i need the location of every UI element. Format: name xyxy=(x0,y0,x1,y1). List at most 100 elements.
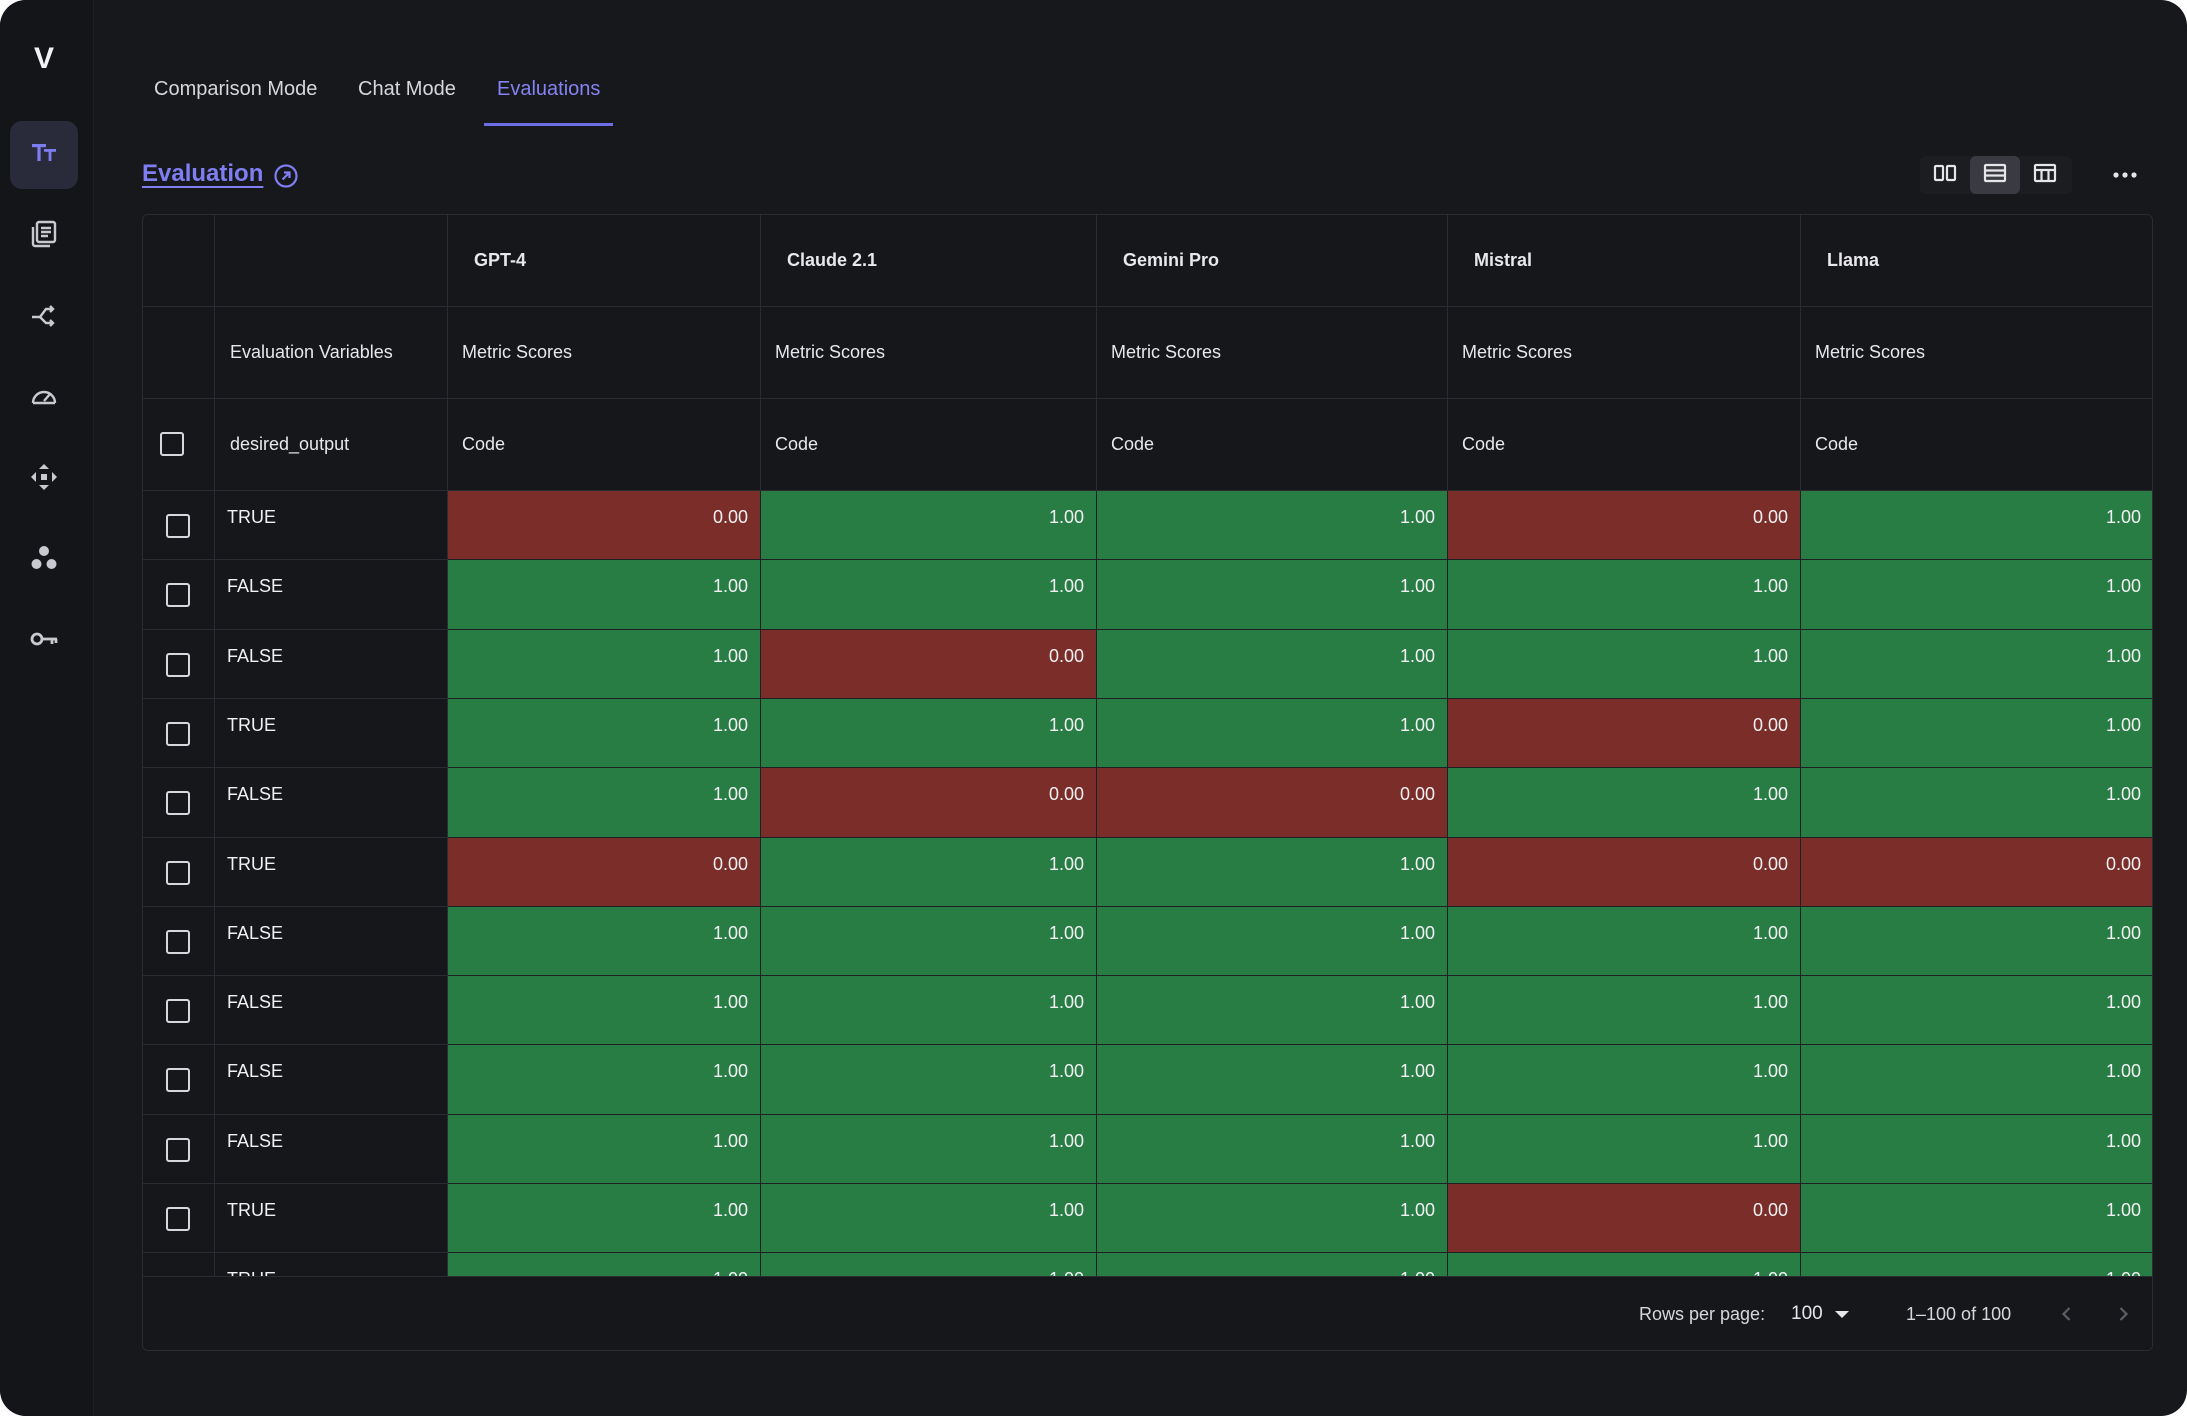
score-cell-pass[interactable]: 1.00 xyxy=(1801,560,2152,630)
row-checkbox[interactable] xyxy=(166,653,190,677)
row-checkbox[interactable] xyxy=(166,722,190,746)
score-cell-pass[interactable]: 1.00 xyxy=(448,1184,761,1253)
row-select-cell xyxy=(143,1253,215,1276)
score-cell-pass[interactable]: 1.00 xyxy=(448,630,761,699)
score-cell-pass[interactable]: 1.00 xyxy=(448,907,761,976)
score-cell-pass[interactable]: 1.00 xyxy=(1097,1184,1448,1253)
tab-chat-mode[interactable]: Chat Mode xyxy=(358,78,456,100)
chevron-left-icon xyxy=(2061,1307,2071,1321)
row-checkbox[interactable] xyxy=(166,1207,190,1231)
sidebar-item-library[interactable] xyxy=(10,202,78,270)
score-cell-pass[interactable]: 1.00 xyxy=(448,1045,761,1115)
row-checkbox[interactable] xyxy=(166,930,190,954)
score-cell-pass[interactable]: 1.00 xyxy=(1801,907,2152,976)
score-cell-pass[interactable]: 1.00 xyxy=(1801,699,2152,768)
score-cell-pass[interactable]: 1.00 xyxy=(761,907,1097,976)
row-select-cell xyxy=(143,976,215,1045)
row-label: FALSE xyxy=(215,1045,448,1115)
evaluation-title-link[interactable]: Evaluation xyxy=(142,160,264,187)
score-cell-pass[interactable]: 1.00 xyxy=(761,838,1097,907)
score-cell-pass[interactable]: 1.00 xyxy=(761,1184,1097,1253)
score-cell-pass[interactable]: 1.00 xyxy=(1448,768,1801,838)
score-cell-pass[interactable]: 1.00 xyxy=(1448,907,1801,976)
score-cell-pass[interactable]: 1.00 xyxy=(761,1045,1097,1115)
select-all-checkbox[interactable] xyxy=(160,432,184,456)
table-view-button[interactable] xyxy=(2020,156,2070,194)
score-cell-pass[interactable]: 1.00 xyxy=(1097,976,1448,1045)
app-logo[interactable]: V xyxy=(33,42,54,75)
score-cell-pass[interactable]: 1.00 xyxy=(448,560,761,630)
sidebar-item-speedometer[interactable] xyxy=(10,364,78,432)
score-cell-pass[interactable]: 1.00 xyxy=(1097,1115,1448,1184)
row-select-cell xyxy=(143,768,215,838)
typography-icon xyxy=(29,138,59,173)
score-cell-pass[interactable]: 1.00 xyxy=(1097,491,1448,560)
score-cell-pass[interactable]: 1.00 xyxy=(448,699,761,768)
tab-evaluations[interactable]: Evaluations xyxy=(484,64,614,126)
score-cell-pass[interactable]: 1.00 xyxy=(761,1253,1097,1276)
columns-view-button[interactable] xyxy=(1920,156,1970,194)
score-cell-fail[interactable]: 0.00 xyxy=(448,491,761,560)
score-cell-pass[interactable]: 1.00 xyxy=(1448,630,1801,699)
score-cell-pass[interactable]: 1.00 xyxy=(1097,560,1448,630)
score-cell-fail[interactable]: 0.00 xyxy=(761,630,1097,699)
external-link-icon[interactable] xyxy=(273,163,299,189)
score-cell-pass[interactable]: 1.00 xyxy=(1097,630,1448,699)
score-cell-pass[interactable]: 1.00 xyxy=(448,768,761,838)
sidebar-item-cluster[interactable] xyxy=(10,526,78,594)
score-cell-fail[interactable]: 0.00 xyxy=(1801,838,2152,907)
score-cell-pass[interactable]: 1.00 xyxy=(1097,1253,1448,1276)
score-cell-pass[interactable]: 1.00 xyxy=(1801,768,2152,838)
score-cell-pass[interactable]: 1.00 xyxy=(1448,560,1801,630)
score-cell-pass[interactable]: 1.00 xyxy=(1097,838,1448,907)
score-cell-pass[interactable]: 1.00 xyxy=(761,976,1097,1045)
score-cell-pass[interactable]: 1.00 xyxy=(1097,907,1448,976)
score-cell-fail[interactable]: 0.00 xyxy=(1097,768,1448,838)
score-cell-pass[interactable]: 1.00 xyxy=(448,1115,761,1184)
score-cell-fail[interactable]: 0.00 xyxy=(448,838,761,907)
score-cell-pass[interactable]: 1.00 xyxy=(1448,1253,1801,1276)
score-cell-fail[interactable]: 0.00 xyxy=(761,768,1097,838)
score-cell-pass[interactable]: 1.00 xyxy=(1801,1045,2152,1115)
row-checkbox[interactable] xyxy=(166,999,190,1023)
score-cell-pass[interactable]: 1.00 xyxy=(1097,699,1448,768)
score-cell-pass[interactable]: 1.00 xyxy=(1801,976,2152,1045)
score-cell-pass[interactable]: 1.00 xyxy=(1801,1184,2152,1253)
row-checkbox[interactable] xyxy=(166,583,190,607)
sidebar-item-branch[interactable] xyxy=(10,283,78,351)
score-cell-pass[interactable]: 1.00 xyxy=(761,1115,1097,1184)
row-checkbox[interactable] xyxy=(166,1068,190,1092)
row-checkbox[interactable] xyxy=(166,514,190,538)
score-cell-pass[interactable]: 1.00 xyxy=(1801,630,2152,699)
next-page-button[interactable] xyxy=(2108,1299,2138,1329)
score-cell-pass[interactable]: 1.00 xyxy=(1448,976,1801,1045)
sidebar-item-move[interactable] xyxy=(10,445,78,513)
score-cell-pass[interactable]: 1.00 xyxy=(1801,1253,2152,1276)
score-cell-pass[interactable]: 1.00 xyxy=(761,560,1097,630)
score-cell-pass[interactable]: 1.00 xyxy=(1097,1045,1448,1115)
tab-comparison-mode[interactable]: Comparison Mode xyxy=(154,78,318,100)
score-cell-pass[interactable]: 1.00 xyxy=(761,491,1097,560)
score-cell-pass[interactable]: 1.00 xyxy=(1801,491,2152,560)
score-cell-pass[interactable]: 1.00 xyxy=(761,699,1097,768)
more-options-icon[interactable] xyxy=(2108,160,2142,190)
row-checkbox[interactable] xyxy=(166,1138,190,1162)
sidebar-item-key[interactable] xyxy=(10,607,78,675)
score-cell-pass[interactable]: 1.00 xyxy=(448,1253,761,1276)
list-view-button[interactable] xyxy=(1970,156,2020,194)
metric-scores-label: Metric Scores xyxy=(1815,342,1926,362)
sidebar-item-typography[interactable] xyxy=(10,121,78,189)
row-checkbox[interactable] xyxy=(166,861,190,885)
score-cell-pass[interactable]: 1.00 xyxy=(1801,1115,2152,1184)
row-checkbox[interactable] xyxy=(166,791,190,815)
metric-type-label: Code xyxy=(1111,434,1155,454)
score-cell-fail[interactable]: 0.00 xyxy=(1448,699,1801,768)
score-cell-pass[interactable]: 1.00 xyxy=(1448,1045,1801,1115)
rows-per-page-select[interactable]: 100 xyxy=(1791,1300,1861,1328)
previous-page-button[interactable] xyxy=(2052,1299,2082,1329)
score-cell-fail[interactable]: 0.00 xyxy=(1448,491,1801,560)
score-cell-fail[interactable]: 0.00 xyxy=(1448,1184,1801,1253)
score-cell-pass[interactable]: 1.00 xyxy=(1448,1115,1801,1184)
score-cell-fail[interactable]: 0.00 xyxy=(1448,838,1801,907)
score-cell-pass[interactable]: 1.00 xyxy=(448,976,761,1045)
